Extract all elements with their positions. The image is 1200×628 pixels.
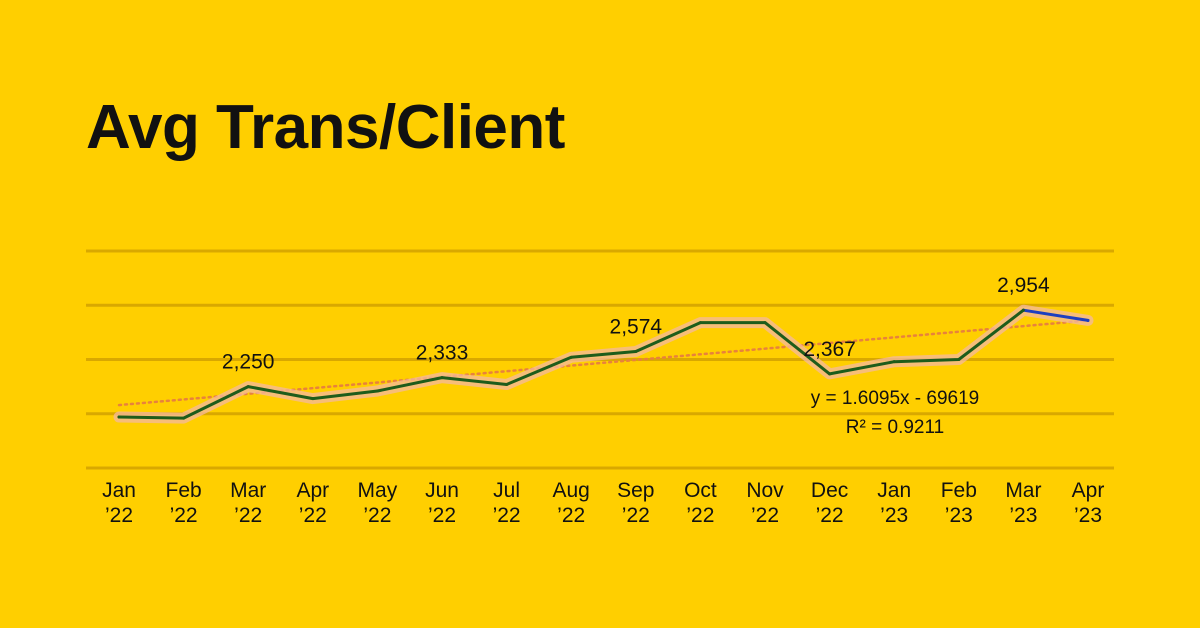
x-tick-label: Apr	[1072, 479, 1105, 502]
data-point	[957, 358, 961, 361]
x-tick-label: Jul	[493, 479, 520, 502]
data-point	[828, 372, 832, 376]
x-tick-year: ’22	[363, 504, 391, 527]
x-tick-year: ’23	[1074, 504, 1102, 527]
x-tick-year: ’23	[880, 504, 908, 527]
x-tick-label: Jun	[425, 479, 459, 502]
data-label: 2,367	[803, 338, 856, 361]
x-tick-label: Mar	[230, 479, 266, 502]
data-point	[246, 385, 250, 389]
x-tick-year: ’22	[428, 504, 456, 527]
trendline-equation: y = 1.6095x - 69619	[811, 388, 980, 409]
data-point	[311, 397, 315, 401]
x-tick-year: ’22	[557, 504, 585, 527]
data-point	[1021, 308, 1025, 312]
x-tick-year: ’22	[493, 504, 521, 527]
x-tick-year: ’22	[234, 504, 262, 527]
x-tick-year: ’22	[816, 504, 844, 527]
x-tick-label: May	[358, 479, 398, 502]
data-point	[117, 415, 121, 419]
x-tick-label: Feb	[941, 479, 977, 502]
x-tick-year: ’22	[299, 504, 327, 527]
x-tick-year: ’22	[622, 504, 650, 527]
x-tick-label: Apr	[296, 479, 329, 502]
x-tick-year: ’22	[686, 504, 714, 527]
x-tick-label: Jan	[102, 479, 136, 502]
chart-title: Avg Trans/Client	[86, 93, 565, 162]
x-tick-label: Feb	[166, 479, 202, 502]
data-point	[634, 349, 638, 353]
data-point	[698, 321, 702, 325]
x-tick-label: Nov	[746, 479, 784, 502]
x-tick-label: Mar	[1005, 479, 1041, 502]
data-label: 2,333	[416, 342, 469, 365]
x-tick-year: ’22	[751, 504, 779, 527]
series-line-last-segment	[1021, 308, 1090, 322]
x-tick-year: ’23	[945, 504, 973, 527]
data-point	[569, 355, 573, 359]
data-point	[440, 376, 444, 380]
data-point	[1086, 318, 1090, 322]
x-tick-year: ’22	[105, 504, 133, 527]
data-point	[763, 321, 767, 325]
data-point	[505, 382, 509, 386]
x-tick-label: Jan	[877, 479, 911, 502]
data-point	[892, 360, 896, 364]
x-tick-label: Aug	[553, 479, 590, 502]
data-label: 2,954	[997, 274, 1050, 297]
x-tick-label: Sep	[617, 479, 654, 502]
data-label: 2,250	[222, 351, 275, 374]
data-point	[375, 389, 379, 393]
x-tick-label: Oct	[684, 479, 717, 502]
trendline-r-squared: R² = 0.9211	[846, 417, 944, 438]
data-label: 2,574	[610, 315, 663, 338]
data-point	[182, 416, 186, 420]
x-tick-year: ’23	[1009, 504, 1037, 527]
x-tick-label: Dec	[811, 479, 848, 502]
x-tick-year: ’22	[170, 504, 198, 527]
